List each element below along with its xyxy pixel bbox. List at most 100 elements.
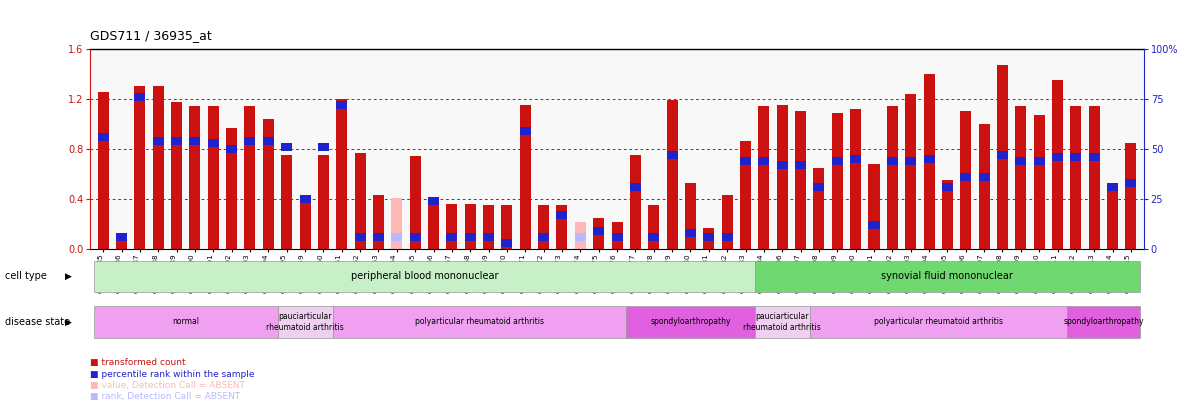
Bar	[685, 229, 696, 237]
Bar	[810, 305, 1067, 339]
Bar	[538, 205, 549, 249]
Bar	[336, 99, 347, 249]
Bar	[427, 197, 439, 205]
Bar	[979, 124, 990, 249]
Bar	[94, 305, 277, 339]
Bar	[501, 205, 513, 249]
Bar	[244, 106, 255, 249]
Bar	[98, 92, 108, 249]
Bar	[556, 211, 567, 219]
Bar	[685, 183, 696, 249]
Bar	[1015, 157, 1026, 165]
Bar	[795, 111, 807, 249]
Bar	[887, 157, 898, 165]
Text: GDS711 / 36935_at: GDS711 / 36935_at	[90, 30, 212, 43]
Bar	[447, 204, 458, 249]
Bar	[759, 106, 769, 249]
Bar	[447, 233, 458, 241]
Bar	[208, 139, 219, 147]
Bar	[755, 261, 1140, 292]
Bar	[740, 141, 751, 249]
Bar	[612, 233, 622, 241]
Bar	[282, 143, 293, 151]
Text: pauciarticular
rheumatoid arthritis: pauciarticular rheumatoid arthritis	[266, 312, 344, 332]
Bar	[556, 205, 567, 249]
Bar	[355, 233, 366, 241]
Text: peripheral blood mononuclear: peripheral blood mononuclear	[350, 271, 498, 281]
Bar	[409, 233, 420, 241]
Bar	[336, 101, 347, 109]
Bar	[282, 155, 293, 249]
Bar	[961, 111, 972, 249]
Bar	[520, 127, 531, 135]
Bar	[465, 233, 476, 241]
Bar	[703, 228, 714, 249]
Bar	[759, 157, 769, 165]
Bar	[942, 183, 952, 191]
Text: disease state: disease state	[5, 317, 70, 327]
Bar	[868, 164, 879, 249]
Bar	[814, 168, 825, 249]
Bar	[520, 105, 531, 249]
Text: ▶: ▶	[65, 318, 72, 326]
Bar	[997, 65, 1008, 249]
Bar	[832, 113, 843, 249]
Bar	[189, 137, 200, 145]
Bar	[667, 100, 678, 249]
Bar	[116, 234, 126, 249]
Bar	[868, 221, 879, 229]
Bar	[1088, 153, 1099, 161]
Bar	[923, 155, 934, 163]
Bar	[483, 205, 494, 249]
Bar	[226, 145, 237, 153]
Bar	[391, 198, 402, 249]
Bar	[1126, 179, 1137, 187]
Bar	[721, 195, 733, 249]
Text: ■ value, Detection Call = ABSENT: ■ value, Detection Call = ABSENT	[90, 381, 246, 390]
Bar	[427, 198, 439, 249]
Bar	[923, 74, 934, 249]
Bar	[135, 86, 146, 249]
Bar	[887, 106, 898, 249]
Bar	[574, 233, 586, 241]
Bar	[594, 227, 604, 235]
Bar	[905, 94, 916, 249]
Bar	[648, 205, 660, 249]
Bar	[153, 137, 164, 145]
Bar	[850, 109, 861, 249]
Bar	[574, 222, 586, 249]
Bar	[409, 156, 420, 249]
Bar	[1052, 80, 1063, 249]
Bar	[208, 106, 219, 249]
Text: cell type: cell type	[5, 271, 47, 281]
Text: ■ transformed count: ■ transformed count	[90, 358, 185, 367]
Bar	[262, 137, 273, 145]
Text: polyarticular rheumatoid arthritis: polyarticular rheumatoid arthritis	[415, 318, 544, 326]
Bar	[171, 102, 182, 249]
Bar	[465, 204, 476, 249]
Bar	[814, 183, 825, 191]
Bar	[777, 105, 787, 249]
Bar	[98, 133, 108, 141]
Text: spondyloarthropathy: spondyloarthropathy	[1063, 318, 1144, 326]
Text: synovial fluid mononuclear: synovial fluid mononuclear	[881, 271, 1014, 281]
Bar	[1034, 115, 1045, 249]
Bar	[1108, 183, 1119, 191]
Bar	[942, 180, 952, 249]
Bar	[189, 106, 200, 249]
Bar	[94, 261, 755, 292]
Bar	[667, 151, 678, 159]
Bar	[171, 137, 182, 145]
Bar	[244, 137, 255, 145]
Bar	[300, 195, 311, 249]
Bar	[1070, 153, 1081, 161]
Bar	[1034, 157, 1045, 165]
Bar	[626, 305, 755, 339]
Bar	[795, 161, 807, 169]
Bar	[318, 155, 329, 249]
Bar	[1108, 184, 1119, 249]
Bar	[630, 183, 641, 191]
Bar	[1088, 106, 1099, 249]
Bar	[648, 233, 660, 241]
Bar	[721, 233, 733, 241]
